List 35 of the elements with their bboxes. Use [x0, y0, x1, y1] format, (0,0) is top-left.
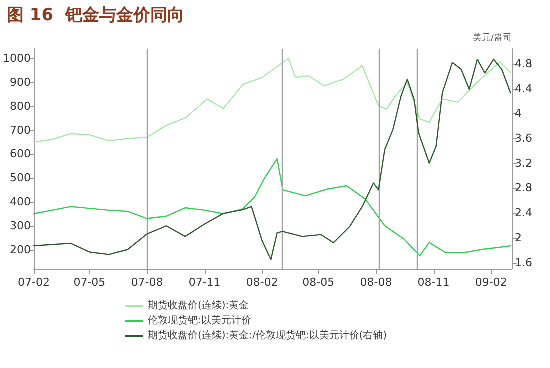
- y-tick-label: 200: [10, 243, 31, 256]
- y-tick-label: 900: [10, 76, 31, 89]
- x-tick-label: 08-08: [360, 276, 392, 289]
- y-tick-label: 600: [10, 148, 31, 161]
- x-tick-label: 08-05: [302, 276, 335, 289]
- y-tick-label: 300: [10, 219, 31, 232]
- x-tick-label: 07-08: [131, 276, 164, 289]
- chart-title: 图 16 钯金与金价同向: [7, 6, 184, 26]
- line-series: [33, 158, 512, 257]
- y2-tick-label: 4.8: [515, 57, 532, 70]
- x-tick-label: 08-02: [246, 276, 278, 289]
- x-tick-label: 07-05: [74, 276, 106, 289]
- y2-axis-title: 美元/盎司: [472, 32, 512, 44]
- y-tick-label: 1000: [2, 52, 31, 66]
- y-tick-label: 500: [10, 172, 31, 185]
- y-tick-label: 700: [10, 124, 31, 137]
- legend-label: 伦敦现货钯:以美元计价: [148, 314, 252, 326]
- x-tick-label: 07-11: [188, 276, 221, 289]
- y2-tick-label: 2.4: [515, 206, 532, 220]
- y2-tick-label: 3.6: [515, 132, 532, 145]
- y-tick-label: 800: [10, 100, 31, 113]
- legend-label: 期货收盘价(连续):黄金:/伦敦现货钯:以美元计价(右轴): [148, 330, 388, 342]
- x-tick-label: 08-11: [418, 276, 450, 289]
- x-tick-label: 07-02: [18, 276, 50, 289]
- y2-tick-label: 2.8: [515, 182, 532, 195]
- y2-tick-label: 3.2: [515, 156, 532, 170]
- line-series: [33, 58, 512, 260]
- y2-tick-label: 4: [515, 107, 522, 120]
- y-tick-label: 400: [10, 196, 31, 209]
- legend-label: 期货收盘价(连续):黄金: [148, 300, 250, 312]
- y2-tick-label: 4.4: [515, 82, 532, 96]
- x-tick-label: 09-02: [475, 276, 508, 289]
- line-series: [33, 58, 512, 143]
- y2-tick-label: 2: [515, 231, 522, 244]
- y2-tick-label: 1.6: [515, 256, 532, 270]
